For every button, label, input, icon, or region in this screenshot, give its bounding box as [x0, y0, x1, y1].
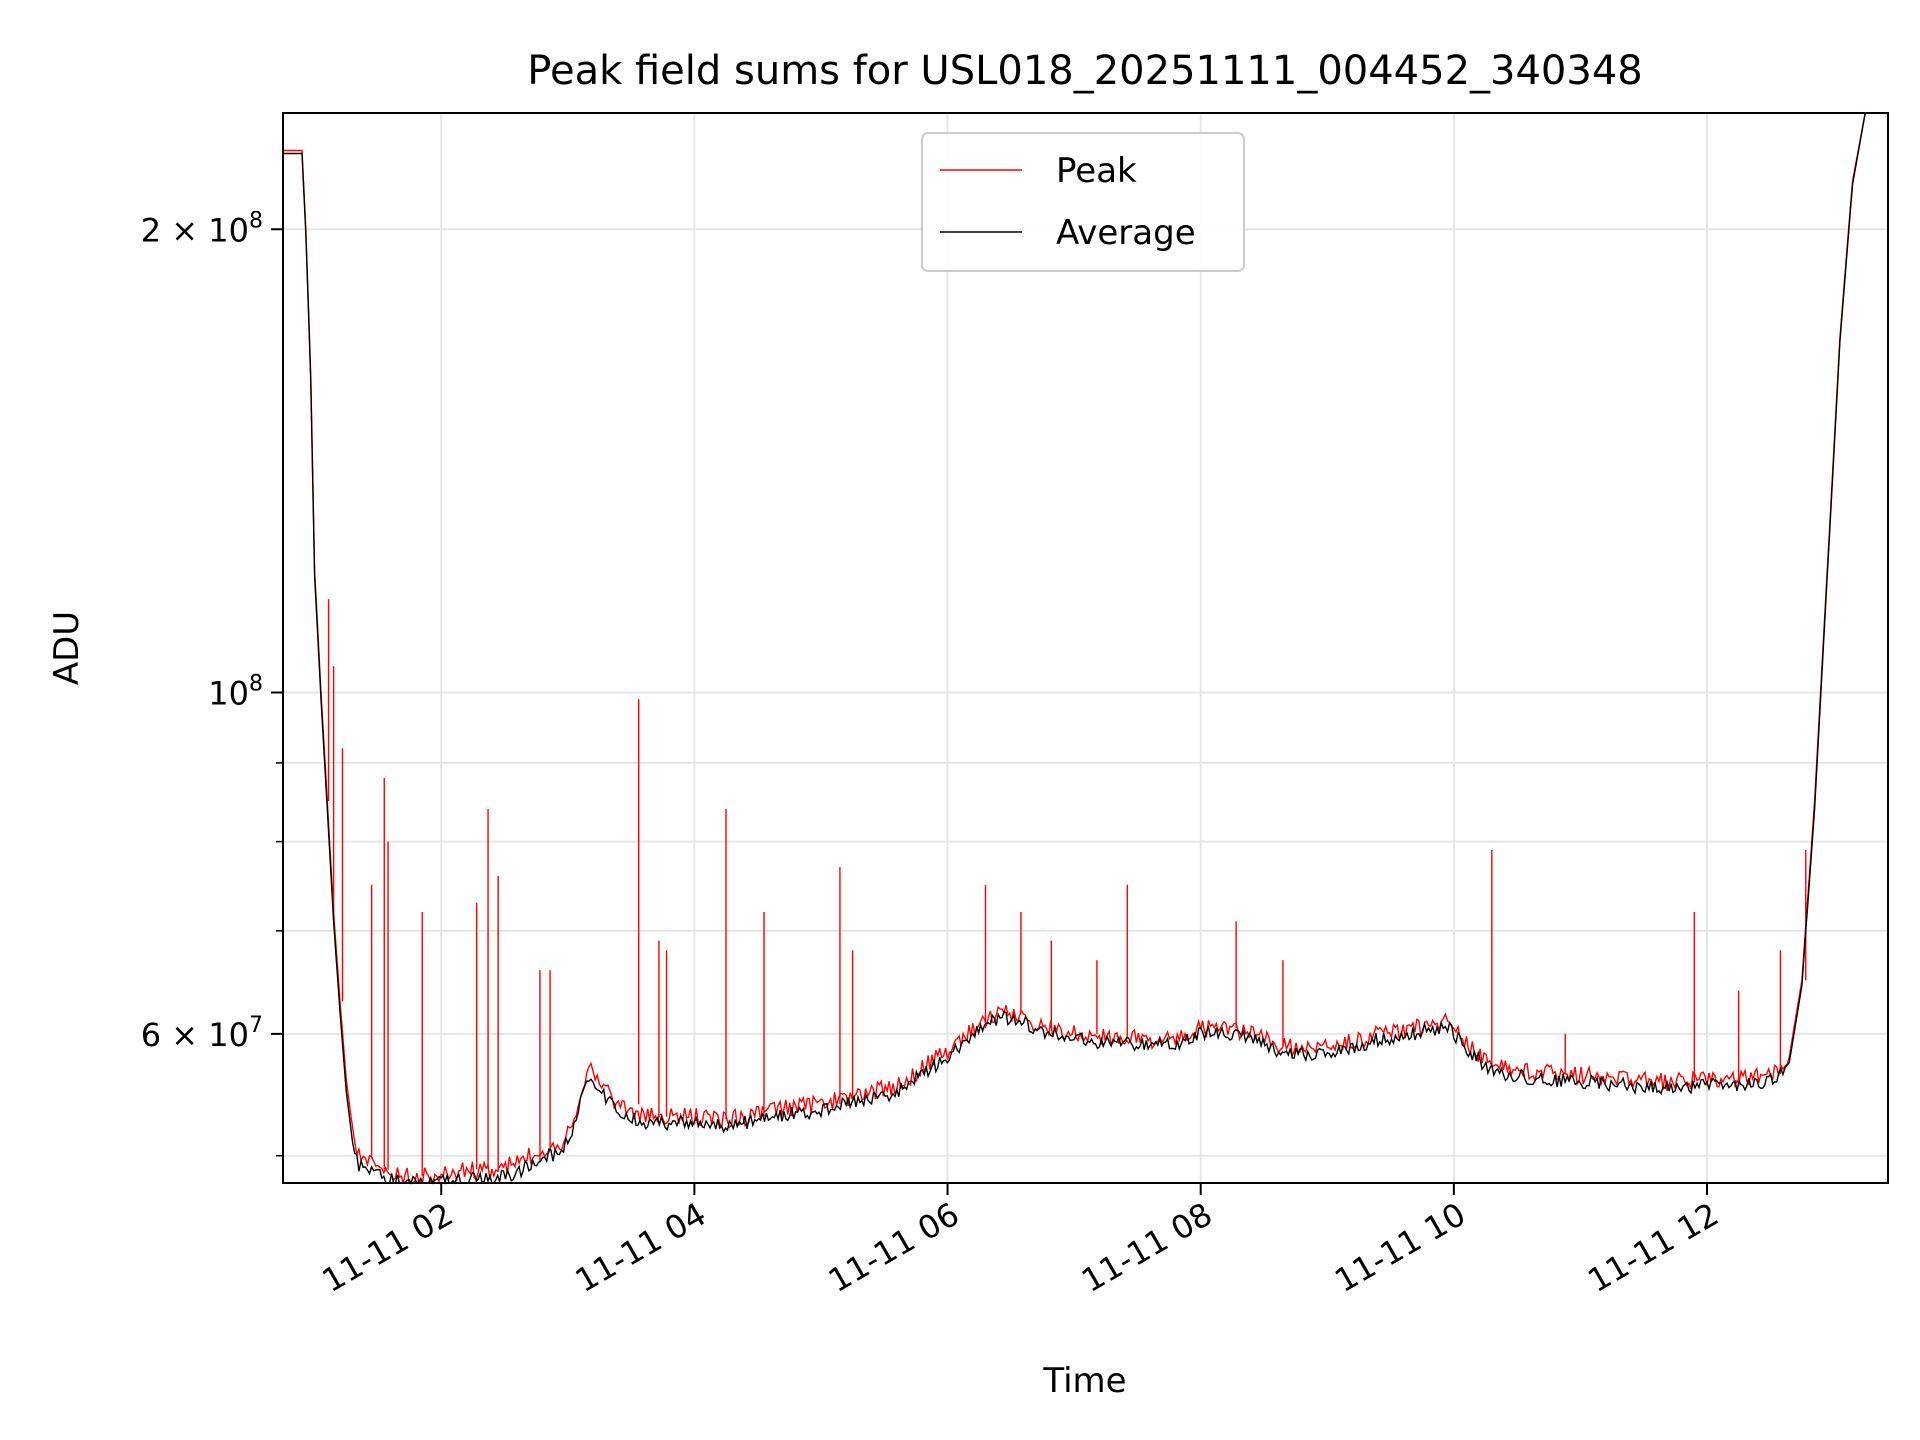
- y-tick-label: 6 × 107: [141, 1013, 263, 1054]
- y-tick-label: 108: [208, 671, 263, 712]
- y-axis-label: ADU: [47, 611, 87, 685]
- plot-frame: [282, 112, 1889, 1184]
- series-line-average: [283, 112, 1888, 1185]
- y-axis: 6 × 107 108 2 × 108: [141, 208, 283, 1157]
- legend-box: [921, 132, 1245, 272]
- y-tick-label: 2 × 108: [141, 208, 263, 249]
- plot-lines: [283, 112, 1888, 1185]
- x-axis-label: Time: [1042, 1361, 1126, 1401]
- grid: [283, 113, 1888, 1183]
- chart-title: Peak field sums for USL018_20251111_0044…: [527, 48, 1642, 94]
- legend: Peak Average: [921, 132, 1245, 272]
- legend-label-average: Average: [1056, 213, 1196, 253]
- legend-label-peak: Peak: [1056, 151, 1137, 191]
